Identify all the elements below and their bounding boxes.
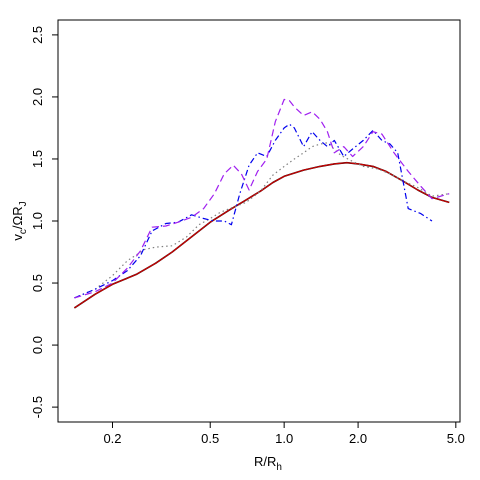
y-tick-label-3: 1.0 <box>30 212 45 230</box>
y-axis-label-main: v <box>10 234 25 241</box>
x-tick-label-4: 5.0 <box>447 431 465 446</box>
series-group <box>73 98 450 309</box>
y-tick-label-0: -0.5 <box>30 396 45 418</box>
x-tick-label-1: 0.5 <box>201 431 219 446</box>
x-axis: 0.2 0.5 1.0 2.0 5.0 <box>103 422 465 446</box>
series-line-2 <box>74 142 450 299</box>
x-tick-label-3: 2.0 <box>349 431 367 446</box>
y-tick-label-5: 2.0 <box>30 88 45 106</box>
y-axis-label-mid: /ΩR <box>10 206 25 229</box>
y-tick-label-4: 1.5 <box>30 150 45 168</box>
x-axis-label-main: R/R <box>254 454 276 469</box>
y-tick-label-2: 0.5 <box>30 274 45 292</box>
x-axis-label-sub: h <box>276 462 282 473</box>
y-axis-label-sub1: c <box>18 229 29 234</box>
x-axis-label: R/Rh <box>254 454 282 473</box>
y-tick-label-6: 2.5 <box>30 26 45 44</box>
series-line-1 <box>74 162 450 309</box>
y-axis-label: vc/ΩRJ <box>10 201 29 240</box>
y-tick-label-1: 0.0 <box>30 336 45 354</box>
y-axis: -0.5 0.0 0.5 1.0 1.5 2.0 2.5 <box>30 26 58 418</box>
series-line-3 <box>74 123 433 299</box>
x-tick-label-2: 1.0 <box>275 431 293 446</box>
plot-frame <box>57 19 461 423</box>
series-line-4 <box>74 98 450 299</box>
y-axis-label-sub2: J <box>18 201 29 206</box>
x-tick-label-0: 0.2 <box>103 431 121 446</box>
series-line-0 <box>73 161 450 309</box>
